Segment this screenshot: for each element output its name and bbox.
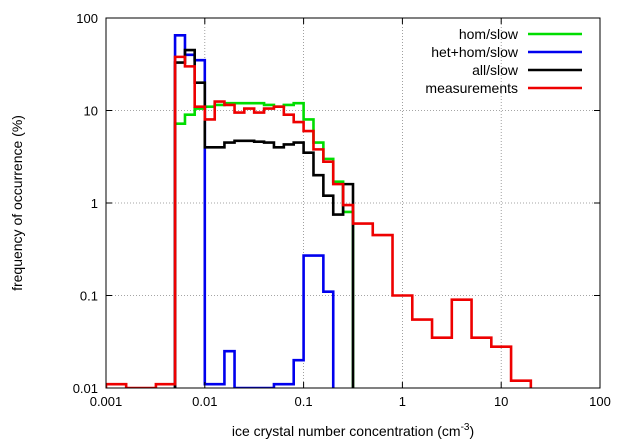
x-tick-label: 0.01 — [192, 394, 217, 409]
y-tick-label: 0.01 — [73, 381, 98, 396]
x-axis-label-exponent: -3 — [461, 422, 470, 433]
series-line-all-slow — [173, 48, 355, 388]
legend-label-het-hom-slow: het+hom/slow — [431, 44, 519, 60]
legend-label-measurements: measurements — [425, 80, 518, 96]
legend-label-all-slow: all/slow — [472, 62, 519, 78]
x-axis-label-text: ice crystal number concentration (cm — [232, 423, 461, 439]
legend: hom/slow het+hom/slow all/slow measurements — [425, 26, 582, 96]
x-tick-label: 0.001 — [90, 394, 123, 409]
series-line-measurements — [106, 55, 533, 388]
series-layer — [106, 34, 533, 388]
x-tick-label: 10 — [494, 394, 508, 409]
x-axis-label: ice crystal number concentration (cm-3) — [232, 422, 474, 439]
y-tick-label: 10 — [84, 104, 98, 119]
y-tick-label: 0.1 — [80, 289, 98, 304]
y-tick-label: 100 — [76, 11, 98, 26]
x-tick-label: 0.1 — [295, 394, 313, 409]
y-tick-label: 1 — [91, 196, 98, 211]
x-axis-label-tail: ) — [470, 423, 475, 439]
y-axis-label: frequency of occurrence (%) — [9, 115, 25, 291]
series-line-hom-slow — [173, 101, 355, 388]
x-tick-label: 100 — [589, 394, 611, 409]
legend-label-hom-slow: hom/slow — [459, 26, 519, 42]
x-tick-label: 1 — [399, 394, 406, 409]
